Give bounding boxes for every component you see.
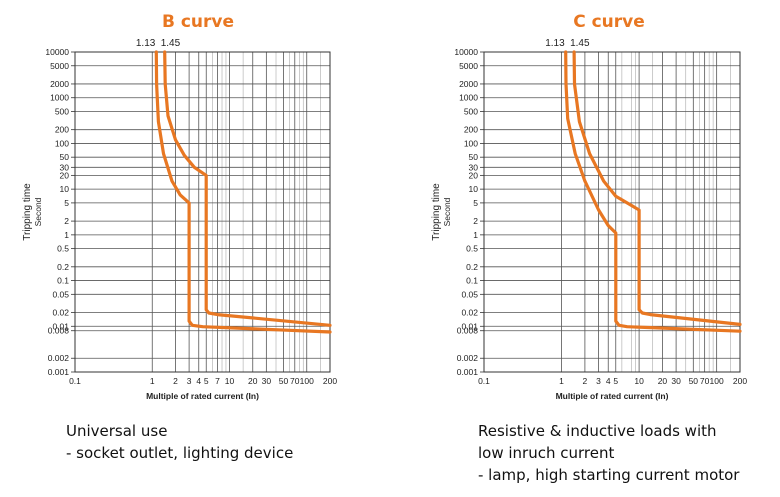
x-tick-label: 70 [290,376,300,386]
y-tick-label: 5000 [50,61,69,71]
y-tick-label: 200 [55,125,69,135]
c-curve-title: C curve [573,12,645,32]
y-tick-label: 1 [64,230,69,240]
y-tick-label: 0.05 [52,289,69,299]
x-tick-label: 7 [215,376,220,386]
y-tick-label: 10 [60,184,70,194]
caption-line: low inruch current [478,444,615,462]
y-tick-label: 5 [64,198,69,208]
y-tick-label: 0.002 [48,353,70,363]
y-tick-label: 0.02 [52,308,69,318]
caption-line: Universal use [66,422,168,440]
trip-curve-lower [154,50,332,334]
y-tick-label: 50 [60,152,70,162]
x-tick-label: 2 [173,376,178,386]
b-curve-title: B curve [161,12,235,32]
c-curve-caption: Resistive & inductive loads with low inr… [478,420,739,486]
x-tick-label: 10 [225,376,235,386]
x-tick-label: 4 [196,376,201,386]
x-tick-label: 0.1 [69,376,81,386]
y-tick-label: 0.008 [48,326,70,336]
x-tick-label: 1 [150,376,155,386]
caption-line: - lamp, high starting current motor [478,466,740,484]
x-tick-label: 50 [279,376,289,386]
x-tick-label: 200 [323,376,337,386]
caption-line: Resistive & inductive loads with [478,422,717,440]
caption-line: - socket outlet, lighting device [66,444,294,462]
y-tick-label: 2000 [50,79,69,89]
y-tick-label: 10000 [45,47,69,57]
y-tick-label: 30 [60,162,70,172]
x-tick-label: 5 [204,376,209,386]
annotation-1-45: 1.45 [161,38,181,49]
y-tick-label: 1000 [50,93,69,103]
y-tick-label: 100 [55,138,69,148]
y-tick-label: 20 [60,170,70,180]
annotation-1-13: 1.13 [136,38,156,49]
y-tick-label: 0.2 [57,262,69,272]
x-tick-label: 30 [262,376,272,386]
y-tick-label: 0.5 [57,244,69,254]
x-tick-label: 100 [300,376,314,386]
y-axis-sublabel: Second [33,197,43,226]
y-tick-label: 0.01 [52,321,69,331]
x-tick-label: 3 [187,376,192,386]
x-axis-label: Multiple of rated current (In) [146,391,259,401]
y-axis-label: Tripping time [22,183,33,241]
x-tick-label: 20 [248,376,258,386]
trip-curve-upper [163,50,332,327]
y-tick-label: 2 [64,216,69,226]
y-tick-label: 0.1 [57,276,69,286]
y-tick-label: 0.001 [48,367,70,377]
plot-frame [74,51,331,373]
y-tick-label: 500 [55,106,69,116]
b-curve-caption: Universal use - socket outlet, lighting … [66,420,293,464]
